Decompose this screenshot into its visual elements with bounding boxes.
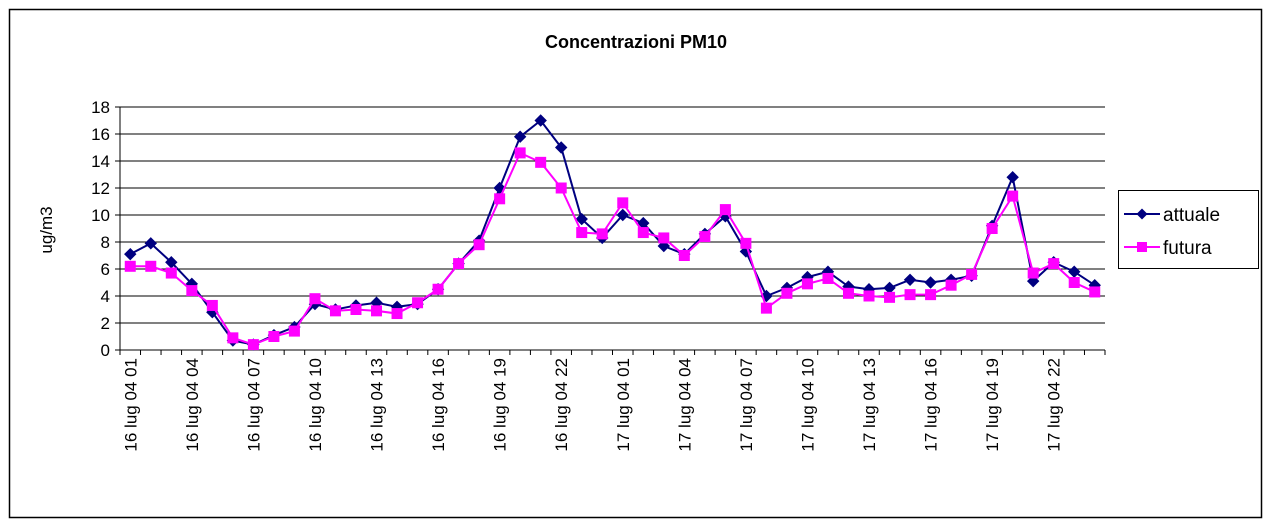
point: [534, 114, 547, 127]
point: [412, 297, 424, 309]
point: [925, 289, 937, 301]
y-tick-label: 6: [101, 260, 110, 279]
point: [432, 283, 444, 295]
point: [904, 289, 916, 301]
point: [576, 227, 588, 239]
y-tick-label: 18: [91, 98, 110, 117]
point: [1068, 277, 1080, 288]
y-tick-label: 12: [91, 179, 110, 198]
point: [1006, 170, 1019, 184]
point: [1007, 190, 1019, 202]
point: [329, 305, 341, 317]
point: [513, 130, 527, 143]
y-tick-label: 14: [91, 152, 110, 171]
legend-label: attuale: [1163, 205, 1220, 226]
point: [945, 279, 957, 291]
point: [616, 208, 629, 222]
point: [268, 331, 280, 342]
point: [699, 231, 711, 243]
point: [637, 227, 649, 239]
x-tick-label: 16 lug 04 22: [552, 358, 571, 452]
point: [124, 260, 136, 272]
x-tick-label: 17 lug 04 13: [860, 358, 879, 452]
x-tick-label: 16 lug 04 04: [183, 358, 202, 452]
y-tick-label: 8: [101, 233, 110, 252]
point: [760, 302, 772, 314]
point: [555, 182, 567, 194]
point: [186, 285, 198, 297]
point: [535, 156, 547, 168]
point: [658, 232, 670, 244]
point: [863, 290, 875, 302]
point: [678, 250, 690, 261]
point: [247, 339, 259, 351]
point: [165, 267, 177, 279]
point: [144, 237, 157, 250]
legend-box: [1118, 190, 1259, 269]
point: [371, 305, 383, 317]
y-tick-label: 4: [101, 287, 110, 306]
point: [719, 204, 731, 216]
x-tick-label: 17 lug 04 16: [922, 358, 941, 452]
point: [391, 308, 403, 320]
point: [740, 237, 752, 249]
x-tick-label: 16 lug 04 13: [368, 358, 387, 452]
y-tick-label: 2: [101, 314, 110, 333]
y-tick-label: 10: [91, 206, 110, 225]
y-tick-label: 0: [101, 341, 110, 360]
point: [884, 291, 896, 303]
point: [227, 332, 239, 344]
point: [781, 287, 793, 299]
point: [801, 278, 813, 290]
x-tick-label: 17 lug 04 07: [737, 358, 756, 452]
x-tick-label: 17 lug 04 01: [614, 358, 633, 452]
point: [575, 212, 588, 226]
x-tick-label: 16 lug 04 10: [306, 358, 325, 452]
point: [309, 293, 321, 305]
point: [903, 273, 917, 287]
point: [596, 228, 608, 240]
point: [924, 276, 937, 289]
point: [617, 197, 629, 209]
point: [145, 260, 157, 272]
point: [1027, 267, 1039, 279]
point: [986, 223, 998, 234]
point: [966, 268, 978, 280]
x-tick-label: 16 lug 04 16: [429, 358, 448, 452]
point: [494, 193, 506, 205]
point: [514, 147, 526, 159]
chart-title: Concentrazioni PM10: [545, 32, 727, 52]
x-tick-label: 16 lug 04 07: [244, 358, 263, 452]
point: [822, 272, 834, 284]
x-tick-label: 17 lug 04 22: [1045, 358, 1064, 452]
x-tick-label: 17 lug 04 19: [983, 358, 1002, 452]
point: [554, 141, 568, 154]
point: [1048, 258, 1060, 270]
point: [124, 247, 137, 261]
x-tick-label: 17 lug 04 10: [798, 358, 817, 452]
point: [350, 304, 362, 315]
legend-marker: [1137, 242, 1147, 252]
x-tick-label: 16 lug 04 01: [121, 358, 140, 452]
point: [453, 258, 465, 270]
point: [288, 325, 300, 337]
point: [1089, 286, 1101, 298]
x-tick-label: 16 lug 04 19: [491, 358, 510, 452]
legend-label: futura: [1163, 238, 1212, 259]
point: [842, 287, 854, 299]
x-tick-label: 17 lug 04 04: [675, 358, 694, 452]
point: [473, 239, 485, 251]
y-axis-label: ug/m3: [37, 206, 56, 253]
y-tick-label: 16: [91, 125, 110, 144]
legend-marker: [1136, 208, 1148, 220]
point: [206, 299, 218, 311]
